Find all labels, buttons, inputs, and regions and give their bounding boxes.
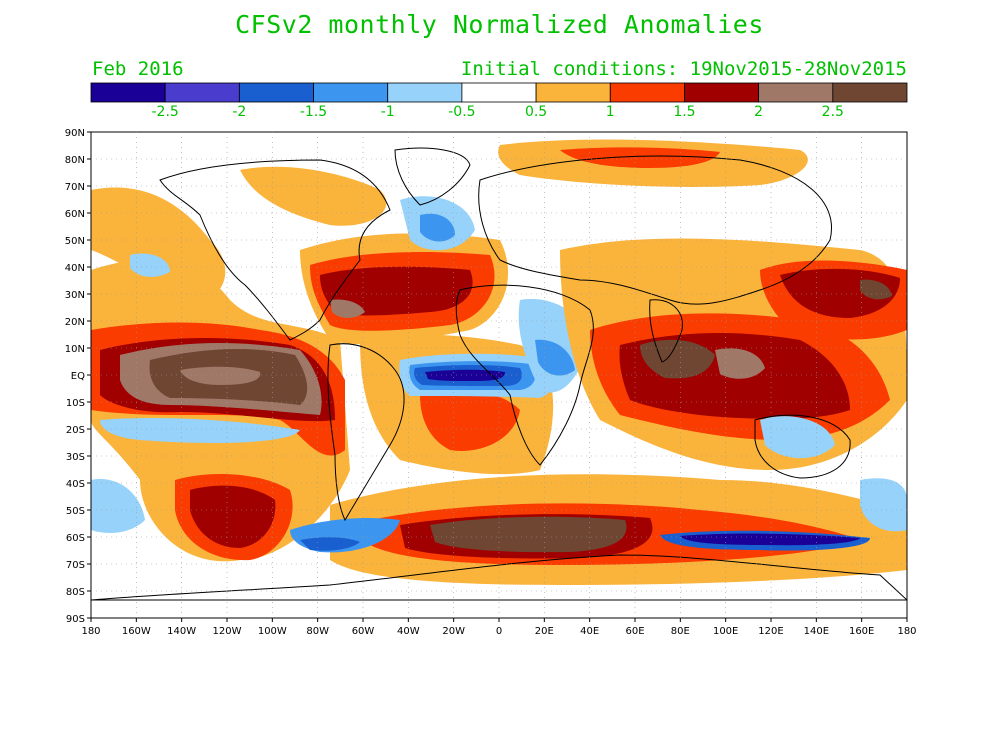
lat-label: 20S [66, 425, 85, 436]
colorbar-tick-label: -2 [232, 104, 247, 120]
lon-label: 0 [496, 626, 502, 637]
lon-label: 60W [352, 626, 375, 637]
south-america [327, 343, 405, 522]
africa [455, 284, 594, 466]
lat-label: 80N [65, 155, 85, 166]
lat-label: 40N [65, 263, 85, 274]
lon-label: 160E [849, 626, 874, 637]
lat-label: 30S [66, 452, 85, 463]
colorbar-tick-label: -2.5 [151, 104, 179, 120]
colorbar-tick-label: -1 [380, 104, 395, 120]
lat-label: 90N [65, 128, 85, 139]
lon-label: 100E [713, 626, 738, 637]
lon-label: 180 [897, 626, 916, 637]
lat-label: 50N [65, 236, 85, 247]
lon-label: 120W [213, 626, 242, 637]
lat-label: 40S [66, 479, 85, 490]
lon-label: 100W [258, 626, 287, 637]
lon-label: 40W [397, 626, 420, 637]
lon-label: 20E [535, 626, 554, 637]
colorbar-tick-label: 2 [754, 104, 764, 120]
colorbar-tick-label: 1 [605, 104, 615, 120]
lon-label: 180 [81, 626, 100, 637]
lon-label: 160W [122, 626, 151, 637]
colorbar-tick-label: 1.5 [673, 104, 696, 120]
lat-label: 60N [65, 209, 85, 220]
lon-label: 60E [625, 626, 644, 637]
lon-label: 20W [442, 626, 465, 637]
antarctica [91, 554, 907, 601]
colorbar-tick-label: 2.5 [821, 104, 844, 120]
lat-label: 90S [66, 614, 85, 625]
lat-label: 60S [66, 533, 85, 544]
australia [754, 414, 851, 479]
eurasia [478, 155, 832, 305]
lat-label: 70S [66, 560, 85, 571]
lat-label: 30N [65, 290, 85, 301]
lon-label: 80E [671, 626, 690, 637]
lat-label: 50S [66, 506, 85, 517]
coastlines [91, 147, 907, 601]
lat-label: 10S [66, 398, 85, 409]
lon-label: 80W [306, 626, 329, 637]
gridlines [91, 132, 907, 618]
longitude-axis: 180 160W 140W 120W 100W 80W 60W 40W 20W 0 20E 40E 60… [81, 618, 917, 637]
lat-label: 20N [65, 317, 85, 328]
lon-label: 120E [758, 626, 783, 637]
initial-conditions: Initial conditions: 19Nov2015-28Nov2015 [460, 58, 907, 80]
anomaly-field [91, 132, 907, 618]
lon-label: 140E [804, 626, 829, 637]
lat-label: 70N [65, 182, 85, 193]
lon-label: 40E [580, 626, 599, 637]
colorbar-tick-label: -0.5 [448, 104, 476, 120]
colorbar [90, 82, 908, 103]
forecast-month: Feb 2016 [92, 58, 184, 80]
greenland [394, 147, 471, 206]
colorbar-swatch [832, 82, 908, 103]
lat-label: EQ [71, 371, 85, 382]
lat-label: 10N [65, 344, 85, 355]
lat-label: 80S [66, 587, 85, 598]
latitude-axis: 90N 80N 70N 60N 50N 40N 30N 20N 10N EQ 10S 20S 30S 40… [65, 128, 91, 625]
colorbar-tick-label: 0.5 [524, 104, 548, 120]
lon-label: 140W [167, 626, 196, 637]
north-america [159, 159, 391, 341]
map-title: CFSv2 monthly Normalized Anomalies [235, 10, 764, 39]
india [649, 299, 683, 363]
colorbar-tick-label: -1.5 [299, 104, 328, 120]
